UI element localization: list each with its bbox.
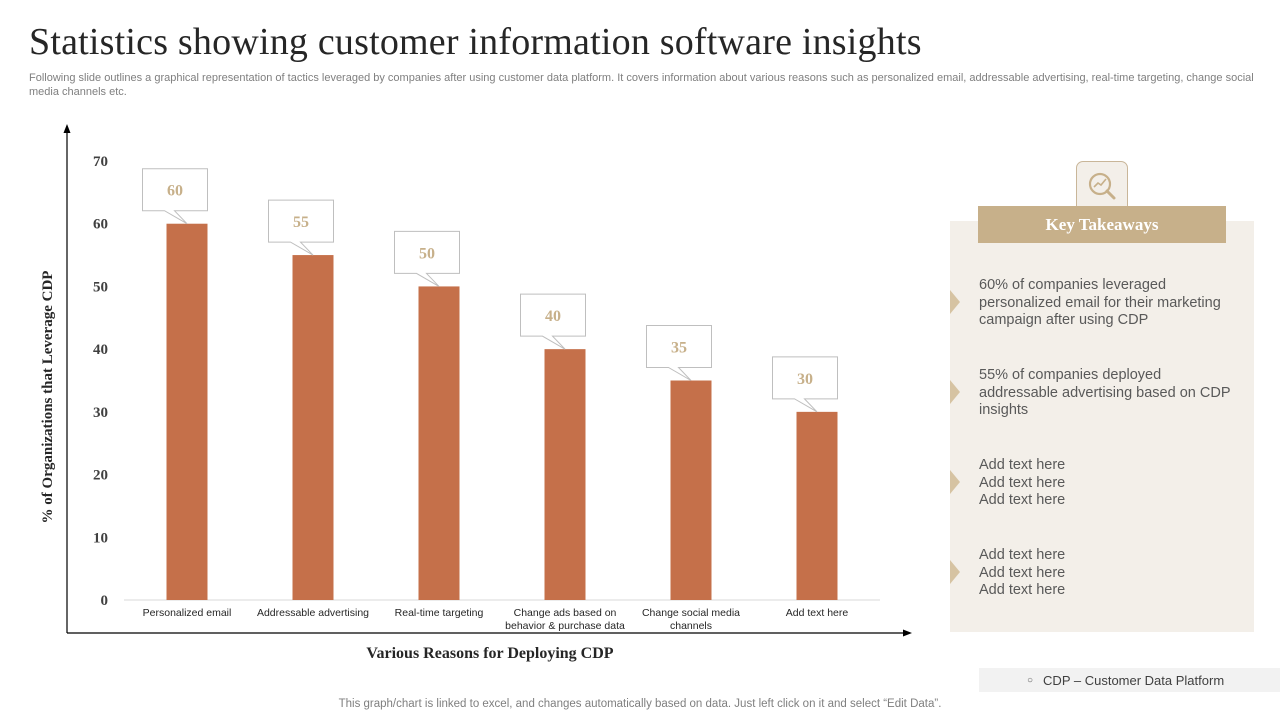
bar-1[interactable] bbox=[166, 223, 208, 600]
data-label-callout bbox=[142, 168, 208, 225]
data-label-callout bbox=[646, 325, 712, 381]
takeaway-4: Add text here Add text here Add text her… bbox=[979, 547, 1066, 598]
bar-5[interactable] bbox=[670, 380, 712, 601]
key-takeaways-panel bbox=[950, 221, 1254, 632]
data-label: 55 bbox=[293, 214, 309, 231]
data-label-callout bbox=[520, 293, 586, 350]
bar-3[interactable] bbox=[418, 286, 460, 600]
x-tick-label: behavior & purchase data bbox=[505, 620, 625, 632]
x-tick-label: Real-time targeting bbox=[395, 607, 484, 619]
y-tick-label: 0 bbox=[101, 593, 109, 609]
takeaway-3: Add text here Add text here Add text her… bbox=[979, 457, 1066, 508]
y-tick-label: 70 bbox=[93, 154, 108, 170]
takeaway-2: 55% of companies deployed addressable ad… bbox=[979, 367, 1231, 418]
data-label: 30 bbox=[797, 371, 813, 388]
y-tick-label: 60 bbox=[93, 217, 108, 233]
bar-6[interactable] bbox=[796, 411, 838, 600]
y-tick-label: 30 bbox=[93, 405, 108, 421]
x-axis-title: Various Reasons for Deploying CDP bbox=[366, 645, 613, 662]
y-tick-label: 20 bbox=[93, 468, 108, 484]
y-tick-label: 50 bbox=[93, 279, 108, 295]
circle-bullet-icon: ○ bbox=[1027, 674, 1034, 686]
page-title: Statistics showing customer information … bbox=[29, 21, 922, 63]
takeaway-1-marker bbox=[950, 290, 960, 314]
y-axis-title: % of Organizations that Leverage CDP bbox=[40, 271, 56, 524]
takeaway-2-marker bbox=[950, 380, 960, 404]
bar-chart[interactable]: 0 10 20 30 40 50 60 70 % of Organizations that L… bbox=[0, 0, 940, 680]
takeaway-1: 60% of companies leveraged personalized … bbox=[979, 277, 1221, 328]
bar-2[interactable] bbox=[292, 255, 334, 601]
page-subtitle: Following slide outlines a graphical rep… bbox=[29, 72, 1254, 98]
x-tick-label: Personalized email bbox=[143, 607, 232, 619]
data-label: 50 bbox=[419, 245, 435, 262]
data-label-callout bbox=[394, 230, 460, 287]
x-tick-label: Change social media bbox=[642, 607, 740, 619]
bar-4[interactable] bbox=[544, 349, 586, 600]
x-tick-label: channels bbox=[670, 620, 712, 632]
takeaway-3-marker bbox=[950, 470, 960, 494]
magnifier-chart-icon bbox=[1076, 161, 1128, 213]
y-tick-label: 10 bbox=[93, 530, 108, 546]
y-tick-label: 40 bbox=[93, 342, 108, 358]
x-tick-label: Change ads based on bbox=[514, 607, 617, 619]
data-label: 40 bbox=[545, 308, 561, 325]
x-tick-label: Add text here bbox=[786, 607, 849, 619]
key-takeaways-header: Key Takeaways bbox=[978, 206, 1226, 243]
data-label-callout bbox=[772, 356, 838, 413]
takeaway-4-marker bbox=[950, 560, 960, 584]
footnote: This graph/chart is linked to excel, and… bbox=[338, 698, 942, 710]
x-tick-label: Addressable advertising bbox=[257, 607, 369, 619]
data-label-callout bbox=[268, 199, 334, 256]
x-axis-arrow bbox=[903, 629, 912, 637]
data-label: 60 bbox=[167, 183, 183, 200]
y-axis-arrow bbox=[63, 124, 71, 133]
legend-note: ○ CDP – Customer Data Platform bbox=[979, 668, 1280, 692]
legend-text: CDP – Customer Data Platform bbox=[1043, 672, 1225, 688]
data-label: 35 bbox=[671, 340, 687, 357]
